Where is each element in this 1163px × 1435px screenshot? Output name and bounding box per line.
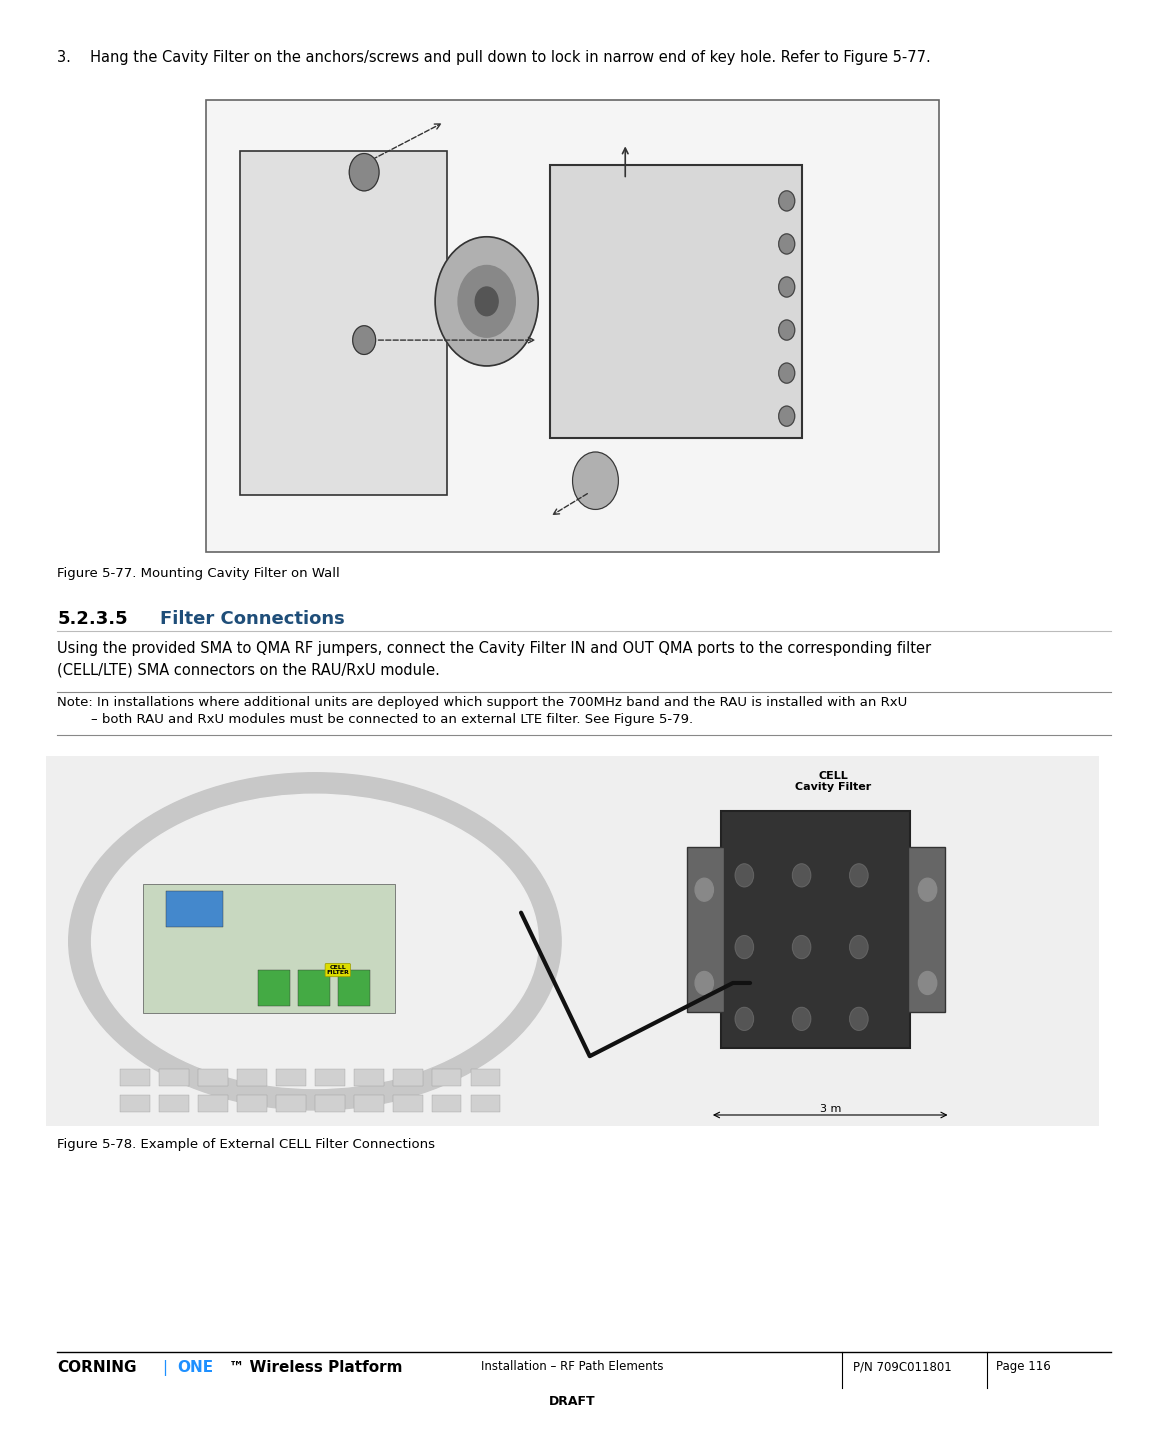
- Circle shape: [735, 936, 754, 959]
- Text: Filter Connections: Filter Connections: [160, 610, 345, 629]
- Bar: [354, 1069, 384, 1086]
- Circle shape: [735, 1007, 754, 1030]
- Bar: [276, 1095, 306, 1112]
- Bar: [198, 1069, 228, 1086]
- Text: ONE: ONE: [178, 1360, 214, 1375]
- Text: Figure 5-77. Mounting Cavity Filter on Wall: Figure 5-77. Mounting Cavity Filter on W…: [57, 567, 340, 580]
- Text: Page 116: Page 116: [997, 1360, 1051, 1373]
- Circle shape: [435, 237, 538, 366]
- Text: CELL
FILTER: CELL FILTER: [327, 964, 349, 976]
- Circle shape: [695, 971, 713, 994]
- Circle shape: [792, 936, 811, 959]
- Bar: [550, 165, 801, 438]
- Ellipse shape: [92, 795, 538, 1088]
- Bar: [276, 1069, 306, 1086]
- Text: |: |: [163, 1360, 167, 1376]
- Bar: [120, 1095, 150, 1112]
- Circle shape: [779, 363, 794, 383]
- Bar: [354, 1095, 384, 1112]
- Circle shape: [458, 265, 515, 337]
- Bar: [159, 1069, 188, 1086]
- Circle shape: [850, 1007, 868, 1030]
- Circle shape: [476, 287, 498, 316]
- Bar: [166, 891, 223, 927]
- Bar: [198, 1095, 228, 1112]
- Bar: [721, 811, 911, 1048]
- Circle shape: [850, 936, 868, 959]
- Text: 3.  Hang the Cavity Filter on the anchors/screws and pull down to lock in narrow: 3. Hang the Cavity Filter on the anchors…: [57, 50, 932, 65]
- Text: Note: In installations where additional units are deployed which support the 700: Note: In installations where additional …: [57, 696, 907, 726]
- Bar: [143, 884, 395, 1013]
- Circle shape: [779, 234, 794, 254]
- Bar: [159, 1095, 188, 1112]
- Circle shape: [779, 277, 794, 297]
- Bar: [471, 1069, 500, 1086]
- Text: DRAFT: DRAFT: [549, 1395, 595, 1408]
- Bar: [315, 1095, 344, 1112]
- Circle shape: [792, 1007, 811, 1030]
- Circle shape: [349, 154, 379, 191]
- Circle shape: [919, 878, 936, 901]
- Text: Using the provided SMA to QMA RF jumpers, connect the Cavity Filter IN and OUT Q: Using the provided SMA to QMA RF jumpers…: [57, 641, 932, 677]
- Bar: [337, 970, 370, 1006]
- Bar: [120, 1069, 150, 1086]
- Circle shape: [735, 864, 754, 887]
- Bar: [237, 1095, 266, 1112]
- Text: ™ Wireless Platform: ™ Wireless Platform: [229, 1360, 402, 1375]
- Text: Figure 5-78. Example of External CELL Filter Connections: Figure 5-78. Example of External CELL Fi…: [57, 1138, 435, 1151]
- Circle shape: [779, 320, 794, 340]
- Text: Installation – RF Path Elements: Installation – RF Path Elements: [481, 1360, 664, 1373]
- Circle shape: [779, 406, 794, 426]
- Bar: [393, 1095, 422, 1112]
- Bar: [298, 970, 330, 1006]
- Circle shape: [572, 452, 619, 509]
- Circle shape: [352, 326, 376, 354]
- Bar: [908, 847, 944, 1012]
- Bar: [431, 1095, 462, 1112]
- Circle shape: [792, 864, 811, 887]
- Bar: [237, 1069, 266, 1086]
- Ellipse shape: [69, 772, 561, 1111]
- Text: 3 m: 3 m: [820, 1104, 841, 1114]
- Text: P/N 709C011801: P/N 709C011801: [854, 1360, 951, 1373]
- Bar: [393, 1069, 422, 1086]
- Text: CELL
Cavity Filter: CELL Cavity Filter: [795, 771, 871, 792]
- Bar: [431, 1069, 462, 1086]
- Bar: [258, 970, 290, 1006]
- Text: CORNING: CORNING: [57, 1360, 137, 1375]
- Circle shape: [779, 191, 794, 211]
- Bar: [206, 100, 939, 552]
- Bar: [687, 847, 723, 1012]
- Bar: [315, 1069, 344, 1086]
- Text: 5.2.3.5: 5.2.3.5: [57, 610, 128, 629]
- Circle shape: [919, 971, 936, 994]
- Bar: [45, 756, 1099, 1126]
- Bar: [471, 1095, 500, 1112]
- Circle shape: [850, 864, 868, 887]
- Bar: [241, 151, 447, 495]
- Circle shape: [695, 878, 713, 901]
